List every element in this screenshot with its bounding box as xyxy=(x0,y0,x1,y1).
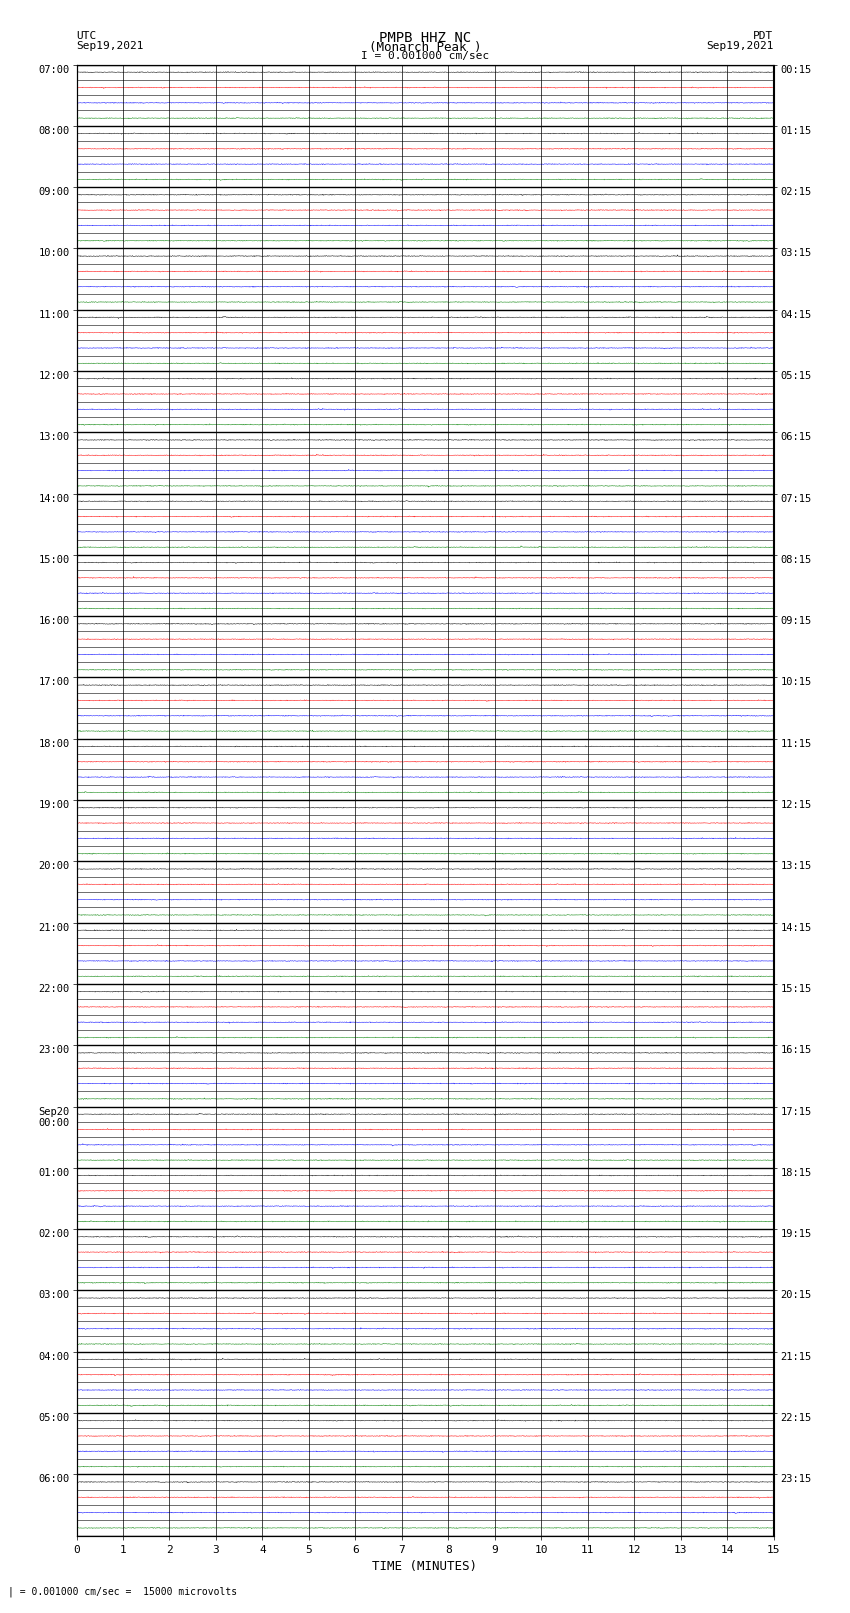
Text: Sep19,2021: Sep19,2021 xyxy=(76,40,144,52)
Text: I = 0.001000 cm/sec: I = 0.001000 cm/sec xyxy=(361,50,489,61)
X-axis label: TIME (MINUTES): TIME (MINUTES) xyxy=(372,1560,478,1573)
Text: UTC: UTC xyxy=(76,31,97,42)
Text: PDT: PDT xyxy=(753,31,774,42)
Text: | = 0.001000 cm/sec =  15000 microvolts: | = 0.001000 cm/sec = 15000 microvolts xyxy=(8,1586,238,1597)
Text: PMPB HHZ NC: PMPB HHZ NC xyxy=(379,31,471,45)
Text: (Monarch Peak ): (Monarch Peak ) xyxy=(369,40,481,55)
Text: Sep19,2021: Sep19,2021 xyxy=(706,40,774,52)
